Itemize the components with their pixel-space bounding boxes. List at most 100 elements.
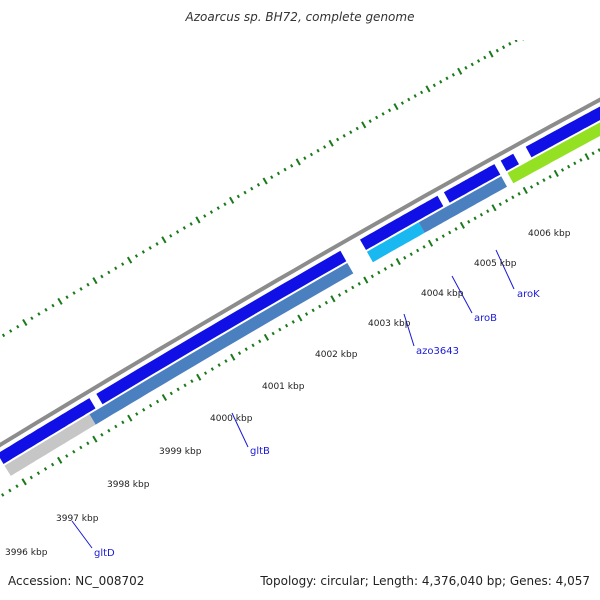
scale-label-4001: 4001 kbp: [262, 382, 305, 392]
inner-tick: [284, 323, 289, 328]
outer-tick: [121, 262, 125, 266]
outer-tick: [425, 85, 431, 93]
inner-tick: [441, 234, 445, 238]
outer-tick: [290, 164, 294, 168]
inner-tick: [529, 185, 534, 189]
inner-tick: [370, 274, 374, 279]
outer-tick: [30, 316, 34, 321]
inner-tick: [383, 267, 387, 271]
reverse-cds-azo3643[interactable]: [366, 222, 425, 263]
inner-tick: [251, 343, 255, 348]
reverse-cds-grey[interactable]: [4, 414, 96, 476]
outer-tick: [155, 242, 159, 246]
inner-tick: [121, 420, 125, 425]
inner-tick: [505, 199, 509, 203]
outer-tick: [276, 171, 281, 176]
reverse-cds-gltB[interactable]: [89, 263, 354, 425]
outer-tick: [309, 152, 314, 157]
inner-tick: [553, 169, 559, 177]
outer-tick: [161, 236, 167, 244]
inner-tick: [86, 441, 90, 446]
gene-label-azo3643[interactable]: azo3643: [416, 346, 459, 357]
outer-tick: [589, 0, 590, 2]
outer-tick: [72, 291, 76, 295]
inner-tick: [498, 202, 502, 207]
outer-tick: [488, 50, 494, 58]
gene-label-gltB[interactable]: gltB: [250, 446, 270, 457]
outer-tick: [134, 254, 139, 258]
scale-label-4000: 4000 kbp: [210, 414, 253, 424]
outer-tick: [148, 246, 152, 250]
reverse-cds-aroB[interactable]: [418, 176, 507, 233]
forward-cds-3[interactable]: [360, 195, 444, 250]
outer-tick: [262, 177, 268, 185]
inner-tick: [448, 230, 452, 235]
accession-text: Accession: NC_008702: [8, 574, 145, 588]
forward-cds-6[interactable]: [525, 91, 600, 158]
inner-tick-ring: [1, 148, 600, 497]
forward-cds-2[interactable]: [96, 250, 347, 405]
outer-tick: [303, 156, 307, 160]
inner-tick: [567, 164, 571, 169]
inner-tick: [351, 285, 355, 290]
outer-tick: [457, 67, 463, 75]
outer-tick: [195, 216, 201, 224]
inner-tick: [409, 252, 413, 256]
backbone-track: [0, 97, 600, 448]
scale-label-4002: 4002 kbp: [315, 350, 358, 360]
gene-label-gltD[interactable]: gltD: [94, 548, 115, 559]
inner-tick: [244, 347, 248, 351]
outer-tick: [169, 234, 173, 238]
inner-tick: [337, 293, 342, 297]
outer-tick: [420, 90, 424, 95]
gene-label-aroB[interactable]: aroB: [474, 313, 497, 324]
gene-label-aroK[interactable]: aroK: [517, 289, 540, 300]
outer-tick: [470, 62, 474, 67]
outer-tick: [114, 266, 118, 271]
inner-tick: [395, 258, 401, 266]
outer-tick: [577, 6, 579, 9]
forward-cds-5[interactable]: [500, 153, 519, 172]
scale-label-4003: 4003 kbp: [368, 319, 411, 329]
outer-tick: [407, 97, 411, 102]
inner-tick: [217, 363, 221, 367]
outer-tick: [86, 282, 90, 287]
outer-tick: [270, 175, 274, 179]
forward-cds-1[interactable]: [0, 398, 96, 464]
scale-label-4005: 4005 kbp: [474, 259, 517, 269]
outer-tick: [216, 206, 220, 210]
inner-tick: [224, 359, 228, 363]
inner-tick: [15, 484, 19, 488]
inner-tick: [591, 151, 595, 156]
reverse-cds-aroK[interactable]: [507, 103, 600, 184]
inner-tick: [142, 408, 146, 412]
inner-tick: [330, 295, 336, 303]
outer-tick-ring: [1, 0, 590, 338]
leader-line-2: [231, 412, 249, 448]
outer-tick: [451, 73, 455, 77]
outer-tick: [432, 83, 436, 88]
outer-tick: [256, 183, 261, 187]
inner-tick: [324, 300, 328, 305]
outer-tick: [250, 186, 254, 191]
outer-tick: [92, 277, 98, 285]
outer-tick: [375, 115, 379, 120]
outer-tick: [381, 112, 385, 116]
outer-tick: [439, 80, 443, 84]
outer-tick: [295, 158, 301, 166]
outer-tick: [189, 222, 193, 226]
inner-tick: [278, 327, 282, 332]
forward-cds-4[interactable]: [443, 164, 501, 203]
inner-tick: [459, 221, 465, 229]
outer-tick: [209, 210, 214, 214]
inner-tick: [50, 462, 55, 467]
outer-tick: [44, 307, 48, 312]
outer-tick: [283, 167, 287, 172]
inner-tick: [435, 237, 439, 242]
inner-tick: [311, 308, 315, 313]
inner-tick: [43, 467, 48, 471]
outer-tick: [1, 333, 6, 338]
inner-tick: [390, 263, 394, 267]
genome-summary-text: Topology: circular; Length: 4,376,040 bp…: [260, 574, 590, 588]
scale-label-3997: 3997 kbp: [56, 514, 99, 524]
